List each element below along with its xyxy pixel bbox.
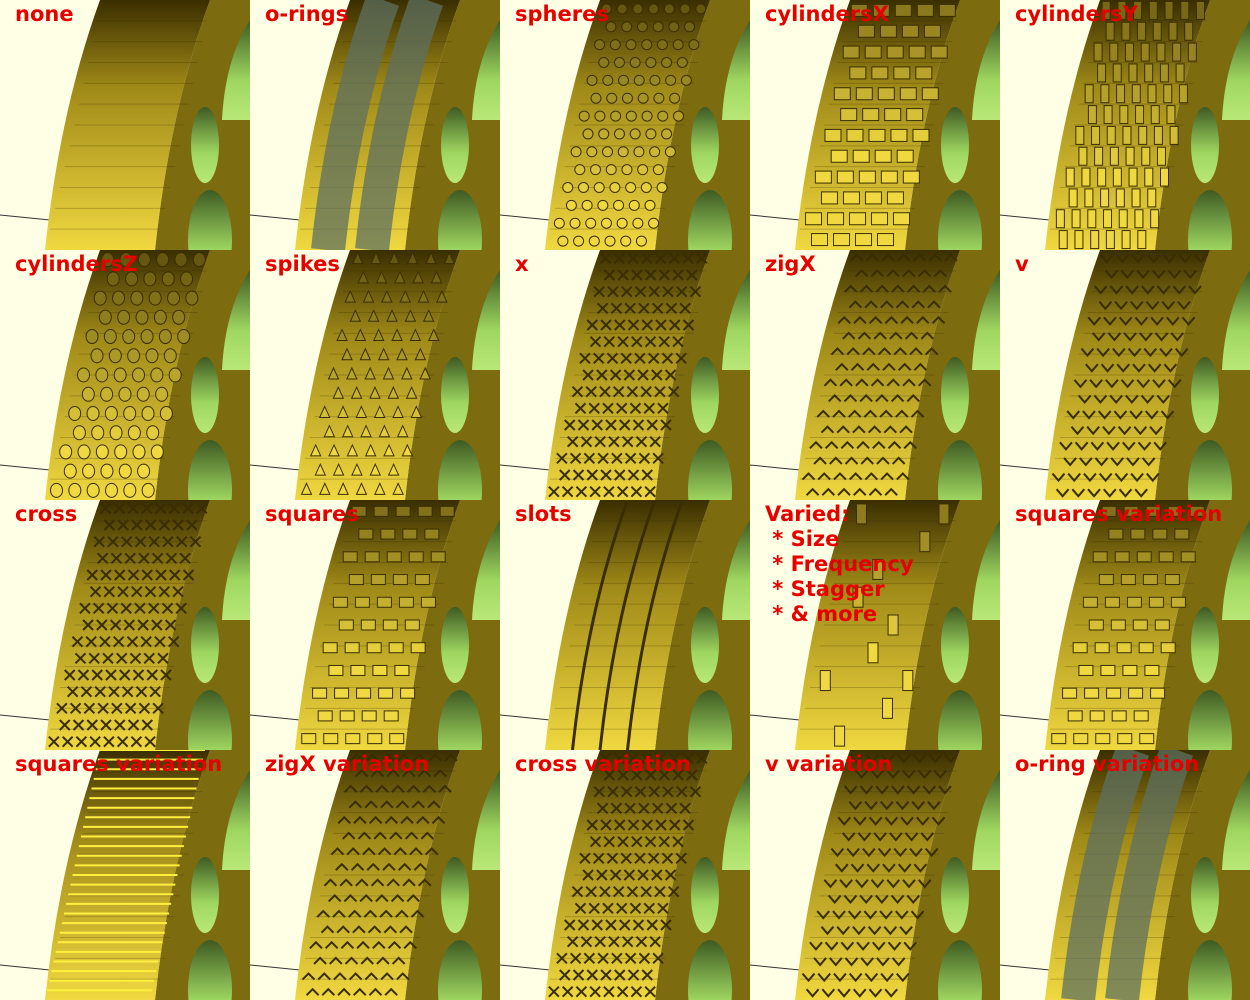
tile-slots: slots — [500, 500, 750, 750]
wheel-render — [250, 500, 500, 750]
wheel-render — [500, 250, 750, 500]
tile-label: squares variation — [1015, 502, 1223, 526]
tile-label: v — [1015, 252, 1029, 276]
tile-squares: squares — [250, 500, 500, 750]
tile-cylindersz: cylindersZ — [0, 250, 250, 500]
tile-none: none — [0, 0, 250, 250]
tile-label: v variation — [765, 752, 893, 776]
tile-label: spheres — [515, 2, 609, 26]
tile-zigx: zigX — [750, 250, 1000, 500]
tile-label: x — [515, 252, 529, 276]
tile-label: cylindersX — [765, 2, 889, 26]
wheel-render — [750, 750, 1000, 1000]
tile-label: squares variation — [15, 752, 223, 776]
tile-squares-variation: squares variation — [1000, 500, 1250, 750]
tile-spikes: spikes — [250, 250, 500, 500]
wheel-render — [500, 500, 750, 750]
tile-o-ring-variation: o-ring variation — [1000, 750, 1250, 1000]
tile-label: cylindersY — [1015, 2, 1138, 26]
tile-label: cross — [15, 502, 78, 526]
wheel-render — [0, 500, 250, 750]
tile-cross: cross — [0, 500, 250, 750]
tile-zigx-variation: zigX variation — [250, 750, 500, 1000]
wheel-render — [0, 750, 250, 1000]
tile-label: cylindersZ — [15, 252, 138, 276]
wheel-render — [250, 0, 500, 250]
wheel-render — [750, 250, 1000, 500]
wheel-render — [500, 0, 750, 250]
tile-v: v — [1000, 250, 1250, 500]
wheel-render — [0, 250, 250, 500]
wheel-render — [0, 0, 250, 250]
wheel-render — [1000, 500, 1250, 750]
tile-label: spikes — [265, 252, 340, 276]
tile-spheres: spheres — [500, 0, 750, 250]
tile-label: none — [15, 2, 74, 26]
tile-cylindersy: cylindersY — [1000, 0, 1250, 250]
tile-squares-variation-2: squares variation — [0, 750, 250, 1000]
tile-label: Varied: * Size * Frequency * Stagger * &… — [765, 502, 914, 626]
tile-varied: Varied: * Size * Frequency * Stagger * &… — [750, 500, 1000, 750]
wheel-render — [1000, 0, 1250, 250]
wheel-render — [250, 750, 500, 1000]
tile-label: squares — [265, 502, 359, 526]
tile-label: zigX variation — [265, 752, 430, 776]
tile-cross-variation: cross variation — [500, 750, 750, 1000]
wheel-render — [750, 500, 1000, 750]
tile-o-rings: o-rings — [250, 0, 500, 250]
tile-label: cross variation — [515, 752, 691, 776]
tile-cylindersx: cylindersX — [750, 0, 1000, 250]
tile-v-variation: v variation — [750, 750, 1000, 1000]
tile-label: o-rings — [265, 2, 349, 26]
tile-label: o-ring variation — [1015, 752, 1200, 776]
wheel-render — [1000, 750, 1250, 1000]
wheel-render — [250, 250, 500, 500]
wheel-render — [500, 750, 750, 1000]
tile-label: slots — [515, 502, 572, 526]
wheel-render — [1000, 250, 1250, 500]
tile-x: x — [500, 250, 750, 500]
tile-label: zigX — [765, 252, 816, 276]
wheel-render — [750, 0, 1000, 250]
